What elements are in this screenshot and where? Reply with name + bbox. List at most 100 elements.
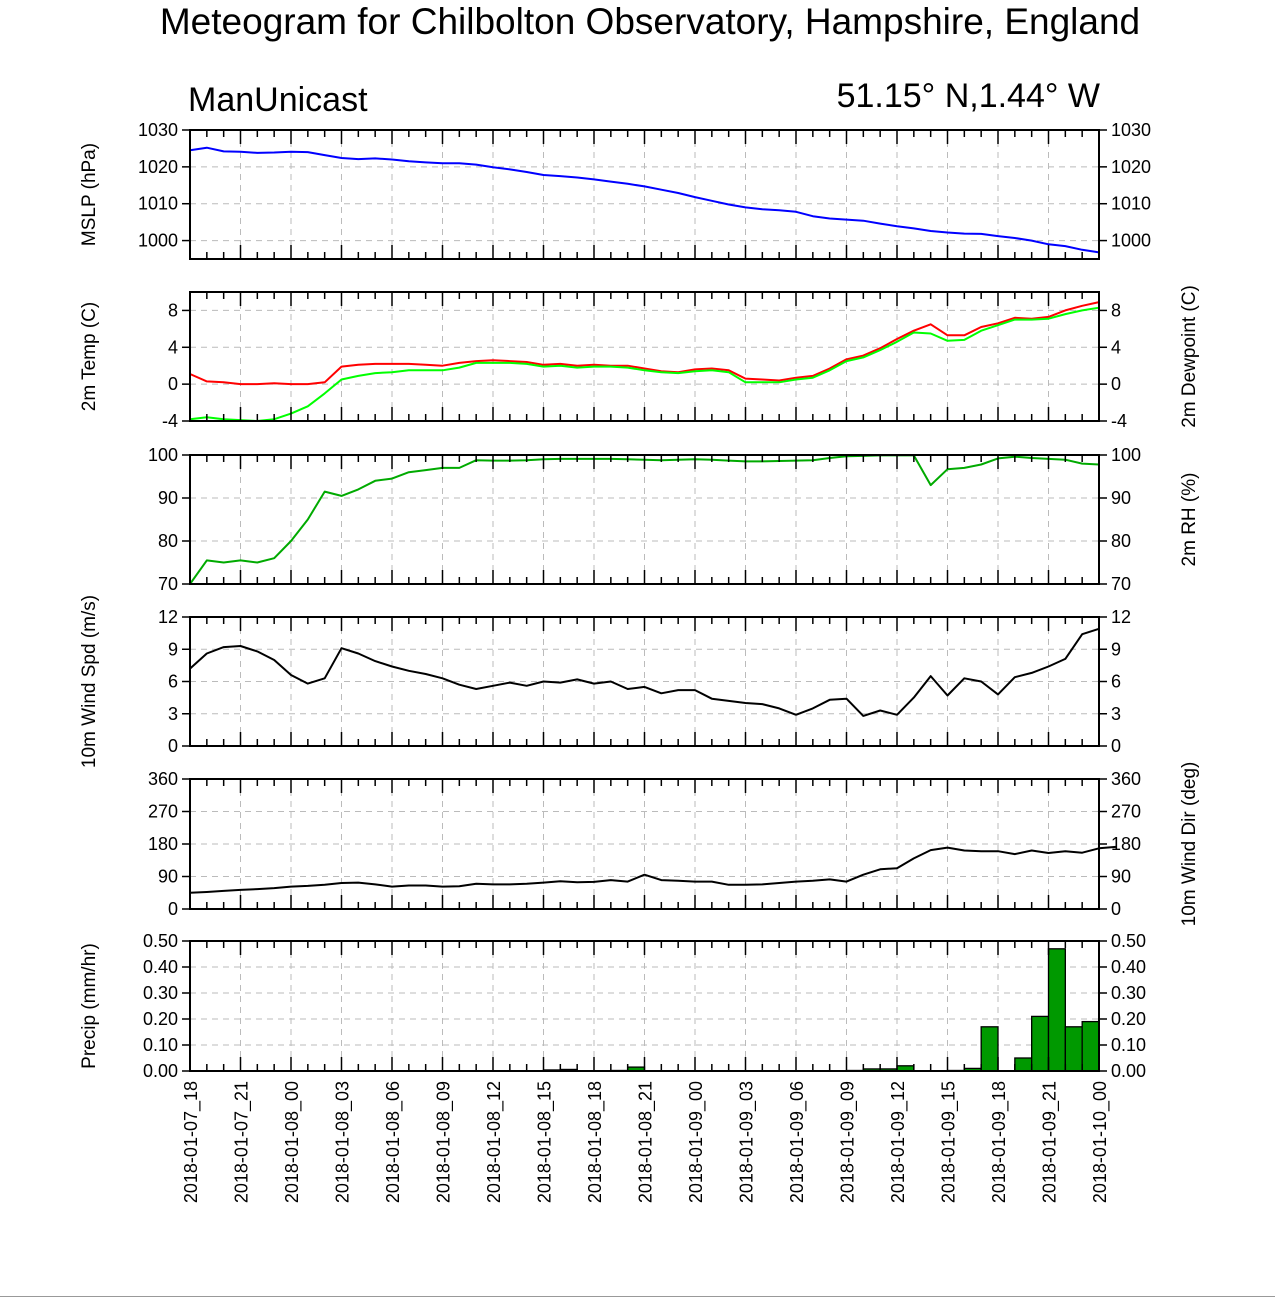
- wspd-ytick-label-right: 3: [1111, 704, 1121, 724]
- precip-ytick-label-right: 0.40: [1111, 957, 1146, 977]
- x-tick-label: 2018-01-09_09: [838, 1081, 859, 1203]
- temp-frame: [189, 291, 1100, 422]
- rh-series-0: [189, 454, 1100, 585]
- precip-ytick-label-right: 0.10: [1111, 1035, 1146, 1055]
- precip-ytick-label-right: 0.50: [1111, 931, 1146, 951]
- precip-bar: [1031, 1015, 1050, 1072]
- rh-ytick-label-left: 80: [158, 531, 178, 551]
- x-tick-label: 2018-01-08_00: [282, 1081, 303, 1203]
- x-tick-label: 2018-01-09_03: [737, 1081, 758, 1203]
- wdir-ylabel-right: 10m Wind Dir (deg): [1179, 762, 1200, 927]
- precip-ytick-label-left: 0.00: [143, 1061, 178, 1081]
- wspd-ytick-label-right: 12: [1111, 607, 1131, 627]
- precip-bar: [1047, 948, 1066, 1072]
- wspd-ytick-label-right: 0: [1111, 736, 1121, 756]
- temp-series-1: [189, 306, 1100, 422]
- temp-ytick-label-right: -4: [1111, 411, 1127, 431]
- rh-ylabel-right: 2m RH (%): [1179, 473, 1200, 567]
- precip-ytick-label-left: 0.20: [143, 1009, 178, 1029]
- precip-bar: [1064, 1026, 1083, 1072]
- temp-ytick-label-left: 0: [168, 374, 178, 394]
- mslp-ytick-label-left: 1020: [138, 157, 178, 177]
- x-tick-label: 2018-01-10_00: [1090, 1081, 1111, 1203]
- wdir-ytick-label-left: 270: [148, 802, 178, 822]
- temp-ylabel-right: 2m Dewpoint (C): [1179, 285, 1200, 428]
- mslp-ytick-label-left: 1000: [138, 231, 178, 251]
- wdir-ytick-label-left: 360: [148, 769, 178, 789]
- temp-ytick-label-right: 4: [1111, 337, 1121, 357]
- mslp-ytick-label-right: 1030: [1111, 120, 1151, 140]
- rh-ytick-label-right: 100: [1111, 445, 1141, 465]
- wdir-ytick-label-right: 90: [1111, 867, 1131, 887]
- precip-bar: [980, 1026, 999, 1072]
- x-tick-label: 2018-01-07_18: [181, 1081, 202, 1203]
- temp-ytick-label-left: -4: [162, 411, 178, 431]
- x-tick-label: 2018-01-08_03: [333, 1081, 354, 1203]
- x-tick-label: 2018-01-09_12: [888, 1081, 909, 1203]
- rh-frame: [189, 454, 1100, 585]
- wspd-ytick-label-left: 9: [168, 639, 178, 659]
- temp-ytick-label-left: 8: [168, 300, 178, 320]
- x-tick-label: 2018-01-09_18: [989, 1081, 1010, 1203]
- precip-ytick-label-left: 0.50: [143, 931, 178, 951]
- precip-ytick-label-left: 0.10: [143, 1035, 178, 1055]
- rh-ytick-label-right: 70: [1111, 574, 1131, 594]
- mslp-ytick-label-left: 1010: [138, 194, 178, 214]
- x-tick-label: 2018-01-08_21: [636, 1081, 657, 1203]
- rh-ytick-label-right: 80: [1111, 531, 1131, 551]
- wdir-ytick-label-right: 270: [1111, 802, 1141, 822]
- precip-ytick-label-right: 0.20: [1111, 1009, 1146, 1029]
- wdir-ytick-label-right: 180: [1111, 834, 1141, 854]
- mslp-ytick-label-right: 1000: [1111, 231, 1151, 251]
- wspd-ytick-label-left: 0: [168, 736, 178, 756]
- wspd-series-0: [189, 627, 1100, 717]
- model-label: ManUnicast: [188, 81, 368, 119]
- precip-ytick-label-left: 0.30: [143, 983, 178, 1003]
- temp-ytick-label-left: 4: [168, 337, 178, 357]
- x-tick-label: 2018-01-08_15: [535, 1081, 556, 1203]
- temp-series-0: [189, 301, 1100, 386]
- temp-ytick-label-right: 0: [1111, 374, 1121, 394]
- rh-ytick-label-left: 70: [158, 574, 178, 594]
- temp-ylabel: 2m Temp (C): [79, 302, 100, 411]
- wspd-ytick-label-left: 12: [158, 607, 178, 627]
- location-label: 51.15° N,1.44° W: [836, 77, 1100, 115]
- x-tick-label: 2018-01-09_15: [939, 1081, 960, 1203]
- rh-ytick-label-right: 90: [1111, 488, 1131, 508]
- x-tick-label: 2018-01-08_06: [383, 1081, 404, 1203]
- mslp-series-0: [189, 146, 1100, 254]
- x-tick-label: 2018-01-08_09: [434, 1081, 455, 1203]
- bottom-divider: [0, 1296, 1275, 1297]
- precip-bar: [1081, 1020, 1100, 1072]
- precip-ylabel: Precip (mm/hr): [79, 943, 100, 1069]
- wdir-ytick-label-right: 360: [1111, 769, 1141, 789]
- wspd-ytick-label-left: 3: [168, 704, 178, 724]
- x-tick-label: 2018-01-09_00: [686, 1081, 707, 1203]
- precip-ytick-label-right: 0.00: [1111, 1061, 1146, 1081]
- rh-ytick-label-left: 90: [158, 488, 178, 508]
- precip-ytick-label-left: 0.40: [143, 957, 178, 977]
- temp-ytick-label-right: 8: [1111, 300, 1121, 320]
- precip-bar: [1014, 1057, 1033, 1072]
- x-tick-label: 2018-01-09_21: [1040, 1081, 1061, 1203]
- wdir-ytick-label-left: 0: [168, 899, 178, 919]
- rh-ytick-label-left: 100: [148, 445, 178, 465]
- mslp-ytick-label-right: 1010: [1111, 194, 1151, 214]
- mslp-ytick-label-right: 1020: [1111, 157, 1151, 177]
- wspd-ytick-label-right: 9: [1111, 639, 1121, 659]
- mslp-ytick-label-left: 1030: [138, 120, 178, 140]
- chart-title: Meteogram for Chilbolton Observatory, Ha…: [159, 1, 1141, 42]
- wdir-series-0: [189, 845, 1116, 894]
- x-tick-label: 2018-01-09_06: [787, 1081, 808, 1203]
- x-tick-label: 2018-01-07_21: [232, 1081, 253, 1203]
- wdir-ytick-label-left: 180: [148, 834, 178, 854]
- mslp-ylabel: MSLP (hPa): [79, 143, 100, 246]
- wdir-ytick-label-right: 0: [1111, 899, 1121, 919]
- x-tick-label: 2018-01-08_18: [585, 1081, 606, 1203]
- wspd-ytick-label-left: 6: [168, 672, 178, 692]
- wspd-ytick-label-right: 6: [1111, 672, 1121, 692]
- wspd-ylabel: 10m Wind Spd (m/s): [79, 595, 100, 768]
- wdir-ytick-label-left: 90: [158, 867, 178, 887]
- x-tick-label: 2018-01-08_12: [484, 1081, 505, 1203]
